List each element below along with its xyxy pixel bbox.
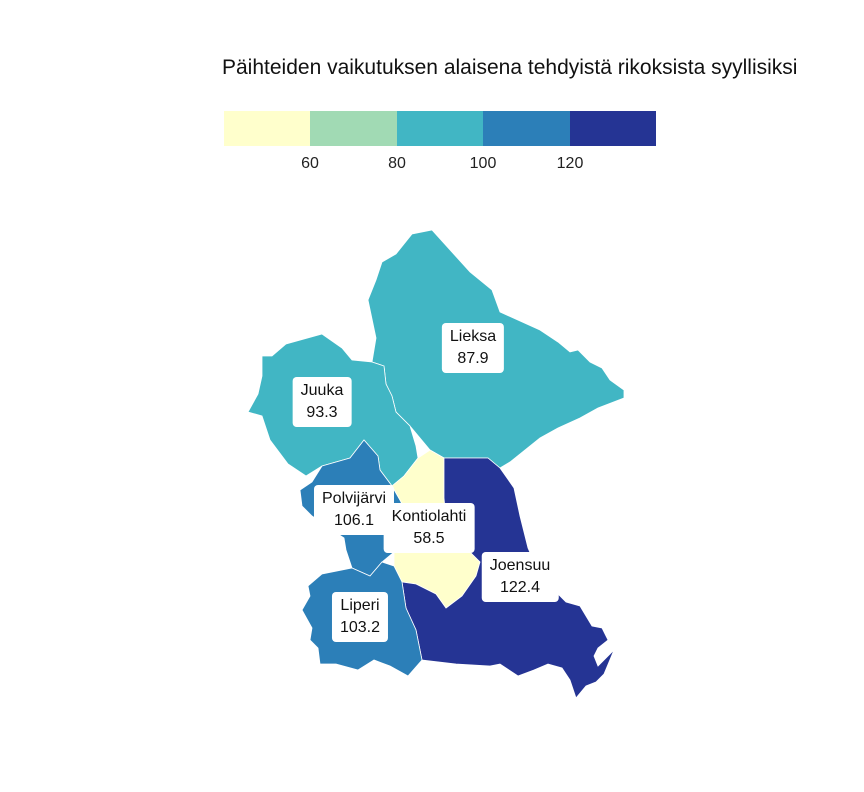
label-liperi: Liperi 103.2 xyxy=(331,592,389,642)
label-polvijarvi: Polvijärvi 106.1 xyxy=(313,485,395,535)
legend-swatch-1 xyxy=(224,111,311,146)
legend-swatch-2 xyxy=(310,111,397,146)
label-lieksa: Lieksa 87.9 xyxy=(441,323,505,373)
label-lieksa-name: Lieksa xyxy=(449,328,497,345)
label-lieksa-value: 87.9 xyxy=(457,350,489,367)
label-joensuu: Joensuu 122.4 xyxy=(481,552,559,602)
legend-tick-120: 120 xyxy=(556,155,584,172)
legend-swatch-3 xyxy=(396,111,484,146)
label-juuka: Juuka 93.3 xyxy=(292,377,352,427)
label-kontiolahti-value: 58.5 xyxy=(413,530,445,547)
label-kontiolahti-name: Kontiolahti xyxy=(391,508,467,525)
label-liperi-name: Liperi xyxy=(340,597,380,614)
label-polvijarvi-value: 106.1 xyxy=(333,512,375,529)
label-kontiolahti: Kontiolahti 58.5 xyxy=(383,503,475,553)
legend-swatch-4 xyxy=(483,111,570,146)
label-juuka-value: 93.3 xyxy=(306,404,338,421)
label-polvijarvi-name: Polvijärvi xyxy=(321,490,387,507)
label-joensuu-value: 122.4 xyxy=(499,579,541,596)
map-title: Päihteiden vaikutuksen alaisena tehdyist… xyxy=(222,56,798,79)
legend-tick-100: 100 xyxy=(469,155,497,172)
legend-tick-80: 80 xyxy=(388,155,406,172)
legend-swatch-5 xyxy=(569,111,657,146)
legend-tick-60: 60 xyxy=(301,155,319,172)
label-juuka-name: Juuka xyxy=(300,382,344,399)
color-legend: 60 80 100 120 xyxy=(224,111,657,181)
label-joensuu-name: Joensuu xyxy=(489,557,551,574)
legend-color-bar xyxy=(224,111,657,146)
label-liperi-value: 103.2 xyxy=(339,619,381,636)
